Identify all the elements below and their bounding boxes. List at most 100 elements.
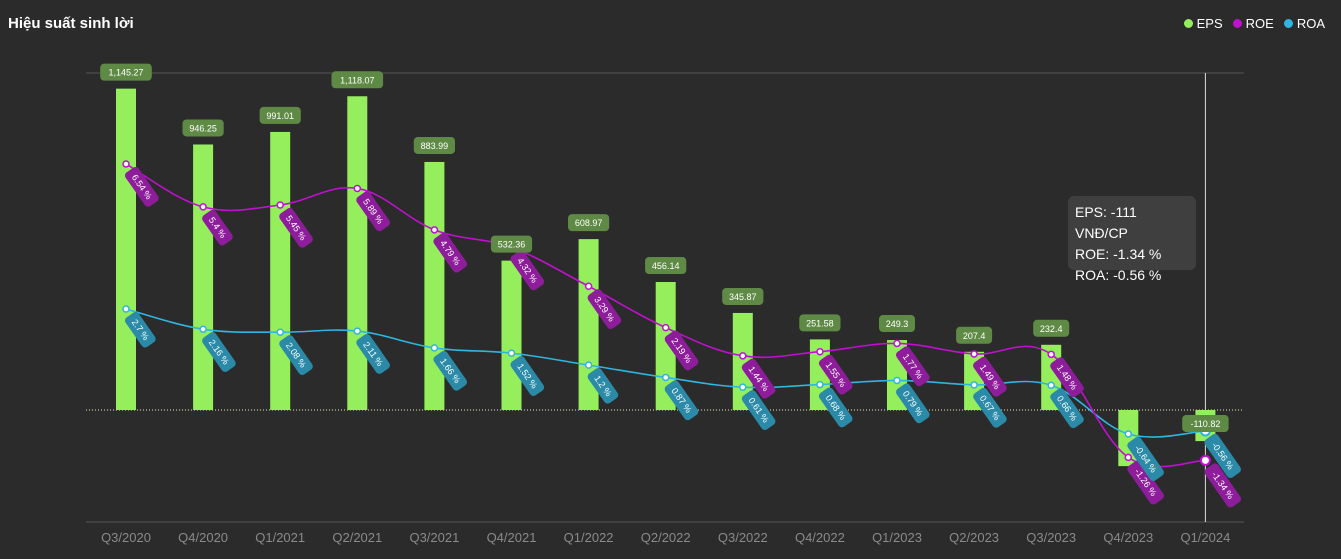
roe-point bbox=[739, 352, 747, 360]
eps-data-label-bg bbox=[100, 63, 152, 81]
x-tick-label: Q1/2021 bbox=[255, 530, 305, 545]
chart-title: Hiệu suất sinh lời bbox=[8, 15, 134, 32]
roa-point bbox=[430, 344, 439, 352]
roe-point bbox=[970, 350, 978, 358]
eps-data-label: 1,145.27 bbox=[108, 68, 143, 78]
eps-data-label-bg bbox=[879, 315, 915, 333]
chart-legend: EPS ROE ROA bbox=[1183, 16, 1325, 31]
eps-data-label-bg bbox=[413, 136, 455, 154]
legend-eps-marker bbox=[1183, 19, 1193, 28]
roa-point bbox=[584, 361, 593, 369]
x-tick-label: Q3/2022 bbox=[718, 530, 768, 545]
eps-bar bbox=[424, 161, 445, 410]
eps-bar bbox=[116, 88, 136, 410]
eps-data-label-bg bbox=[799, 314, 841, 332]
roe-point bbox=[276, 201, 284, 209]
eps-data-label: 456.14 bbox=[652, 261, 680, 271]
eps-data-label: 232.4 bbox=[1040, 324, 1063, 334]
eps-data-label-bg bbox=[1033, 319, 1070, 337]
roe-point bbox=[353, 184, 362, 193]
legend-item-eps[interactable]: EPS bbox=[1183, 16, 1223, 31]
eps-data-label: 249.3 bbox=[886, 319, 909, 329]
x-tick-label: Q2/2023 bbox=[949, 530, 999, 545]
roe-point bbox=[122, 160, 130, 168]
eps-data-label: -110.82 bbox=[1190, 419, 1220, 429]
x-tick-label: Q2/2022 bbox=[641, 530, 691, 545]
eps-data-label-bg bbox=[722, 287, 764, 305]
legend-roa-label: ROA bbox=[1296, 16, 1325, 31]
roa-point bbox=[276, 328, 284, 336]
x-tick-label: Q4/2020 bbox=[178, 530, 228, 545]
eps-data-label-bg bbox=[259, 106, 301, 124]
x-tick-label: Q3/2023 bbox=[1026, 530, 1076, 545]
eps-data-label: 251.58 bbox=[806, 318, 834, 328]
roa-point bbox=[353, 327, 362, 335]
eps-data-label-bg bbox=[490, 235, 533, 253]
roe-point bbox=[816, 347, 824, 356]
eps-data-label: 608.97 bbox=[575, 218, 603, 228]
roe-point bbox=[1124, 453, 1133, 462]
eps-data-label: 345.87 bbox=[729, 292, 757, 302]
x-tick-label: Q2/2021 bbox=[332, 530, 382, 545]
roa-point bbox=[893, 376, 901, 385]
x-tick-label: Q4/2023 bbox=[1103, 530, 1153, 545]
roa-point bbox=[1124, 430, 1133, 438]
roe-point bbox=[1047, 350, 1055, 359]
roe-data-label: 1.55 % bbox=[818, 354, 853, 395]
eps-data-label-bg bbox=[645, 257, 687, 275]
roa-point bbox=[199, 325, 207, 333]
eps-data-label: 883.99 bbox=[421, 141, 449, 151]
eps-data-label: 207.4 bbox=[963, 331, 986, 341]
roe-point bbox=[584, 282, 593, 290]
x-tick-label: Q1/2024 bbox=[1180, 530, 1230, 545]
legend-roe-marker bbox=[1232, 19, 1242, 28]
roe-data-label: 5.4 % bbox=[202, 209, 233, 246]
legend-roa-marker bbox=[1283, 19, 1293, 28]
legend-roe-label: ROE bbox=[1245, 16, 1274, 31]
eps-data-label-bg bbox=[568, 214, 610, 232]
roa-point bbox=[816, 380, 824, 389]
tooltip-roa: ROA: -0.56 % bbox=[1075, 267, 1162, 283]
roa-data-label: 2.7 % bbox=[125, 311, 156, 348]
roa-point bbox=[661, 373, 670, 382]
legend-item-roa[interactable]: ROA bbox=[1283, 16, 1325, 31]
eps-bar bbox=[270, 131, 291, 410]
eps-data-label: 532.36 bbox=[498, 240, 526, 250]
eps-data-label: 1,118.07 bbox=[340, 75, 374, 85]
x-tick-label: Q3/2021 bbox=[409, 530, 459, 545]
eps-data-label-bg bbox=[182, 119, 224, 137]
eps-data-label-bg bbox=[1182, 415, 1229, 432]
roa-data-label: 0.61 % bbox=[741, 390, 776, 430]
tooltip-roe: ROE: -1.34 % bbox=[1075, 246, 1162, 262]
x-tick-label: Q1/2023 bbox=[872, 530, 922, 545]
roa-point bbox=[122, 305, 130, 313]
x-tick-label: Q4/2021 bbox=[487, 530, 537, 545]
eps-bar bbox=[347, 96, 368, 410]
roa-point bbox=[1047, 381, 1055, 390]
eps-data-label: 991.01 bbox=[266, 111, 294, 121]
roe-point bbox=[661, 323, 670, 332]
x-tick-label: Q1/2022 bbox=[564, 530, 614, 545]
tooltip-eps: EPS: -111 VNĐ/CP bbox=[1075, 204, 1137, 241]
roe-point bbox=[430, 226, 439, 234]
roe-point bbox=[199, 203, 207, 211]
roa-point bbox=[739, 383, 747, 391]
eps-data-label-bg bbox=[956, 326, 993, 344]
legend-eps-label: EPS bbox=[1196, 16, 1223, 31]
eps-bar bbox=[578, 239, 599, 410]
eps-data-label: 946.25 bbox=[189, 123, 217, 133]
roe-point bbox=[1199, 454, 1211, 466]
legend-item-roe[interactable]: ROE bbox=[1232, 16, 1274, 31]
x-tick-label: Q4/2022 bbox=[795, 530, 845, 545]
roe-point bbox=[893, 339, 901, 348]
roa-data-label: 1.2 % bbox=[587, 368, 619, 404]
eps-data-label-bg bbox=[331, 71, 384, 89]
eps-bar bbox=[193, 144, 214, 411]
roa-point bbox=[970, 381, 978, 389]
roa-point bbox=[507, 349, 516, 357]
x-tick-label: Q3/2020 bbox=[101, 530, 151, 545]
eps-bar bbox=[732, 312, 753, 410]
chart-tooltip: EPS: -111 VNĐ/CP ROE: -1.34 % ROA: -0.56… bbox=[1068, 196, 1196, 283]
eps-bar bbox=[501, 260, 522, 410]
